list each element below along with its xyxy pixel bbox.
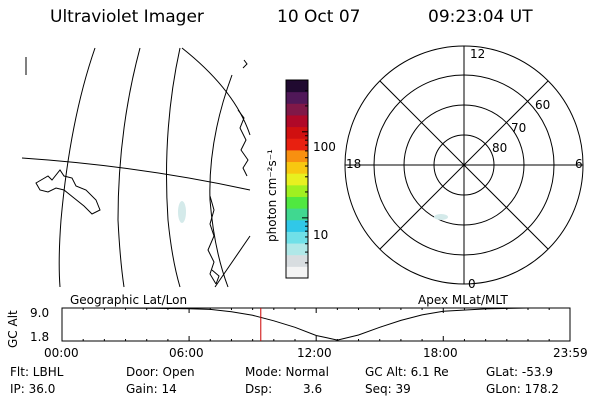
timeline-xtick-0000: 00:00 (44, 346, 79, 360)
colorbar-color-step (286, 138, 308, 151)
map-grid-line (181, 47, 251, 136)
timeline-ytick-top: 9.0 (30, 306, 50, 320)
coastline (211, 269, 220, 285)
map-grid-line (214, 235, 251, 288)
coastline (35, 169, 101, 215)
map-grid-line (166, 47, 181, 288)
coastline (242, 59, 248, 69)
colorbar-color-step (286, 254, 308, 267)
mlat-label-80: 80 (492, 141, 508, 155)
info-seq: Seq: 39 (365, 382, 411, 396)
colorbar-color-step (286, 161, 308, 174)
timeline-ylabel: GC Alt (6, 310, 20, 348)
colorbar-tick-10: 10 (313, 228, 329, 242)
info-flt: Flt: LBHL (10, 365, 64, 379)
info-gcalt: GC Alt: 6.1 Re (365, 365, 449, 379)
polar-label: Apex MLat/MLT (418, 293, 508, 307)
map-grid-line (117, 47, 141, 288)
colorbar-color-step (286, 231, 308, 244)
colorbar-color-step (286, 126, 308, 139)
info-door: Door: Open (126, 365, 195, 379)
observation-date: 10 Oct 07 (277, 7, 361, 27)
mlat-label-60: 60 (535, 98, 551, 112)
info-gain: Gain: 14 (126, 382, 177, 396)
colorbar-color-step (286, 184, 308, 197)
info-dsp-label: Dsp: (245, 382, 273, 396)
info-glon: GLon: 178.2 (486, 382, 559, 396)
colorbar-color-step (286, 149, 308, 163)
map-grid-line (21, 157, 251, 191)
timeline-xtick-1800: 18:00 (423, 346, 458, 360)
mlt-label-18: 18 (346, 157, 362, 171)
mlt-label-0: 0 (468, 277, 476, 291)
colorbar-color-step (286, 91, 308, 104)
mlt-label-6: 6 (575, 157, 583, 171)
altitude-series-line (62, 307, 570, 341)
timeline-xtick-2359: 23:59 (553, 346, 588, 360)
colorbar-color-step (286, 114, 308, 128)
colorbar-color-step (286, 80, 308, 93)
coastline (237, 109, 249, 177)
colorbar-color-step (286, 243, 308, 256)
info-dsp-value: 3.6 (303, 382, 323, 396)
instrument-title: Ultraviolet Imager (50, 7, 204, 27)
mlt-line-diagonal (379, 80, 549, 250)
colorbar-color-step (286, 219, 308, 232)
colorbar-color-step (286, 196, 308, 209)
mlt-label-12: 12 (470, 47, 486, 61)
colorbar-color-step (286, 266, 308, 279)
aurora-patch (178, 201, 186, 223)
timeline-ytick-bottom: 1.8 (30, 330, 50, 344)
info-glat: GLat: -53.9 (486, 365, 553, 379)
colorbar-color-step (286, 173, 308, 186)
colorbar-frame (285, 79, 309, 279)
map-grid-line (209, 74, 233, 288)
timeline-xtick-0600: 06:00 (169, 346, 204, 360)
observation-time: 09:23:04 UT (428, 7, 533, 27)
colorbar-color-step (286, 208, 308, 221)
info-ip: IP: 36.0 (10, 382, 56, 396)
colorbar-color-step (286, 103, 308, 116)
map-label: Geographic Lat/Lon (70, 293, 188, 307)
colorbar-tick-100: 100 (313, 140, 336, 154)
coastline (207, 195, 217, 285)
aurora-patch (434, 214, 448, 220)
mlat-label-70: 70 (511, 121, 527, 135)
info-mode: Mode: Normal (245, 365, 329, 379)
timeline-xtick-1200: 12:00 (297, 346, 332, 360)
map-grid-line (58, 47, 96, 288)
